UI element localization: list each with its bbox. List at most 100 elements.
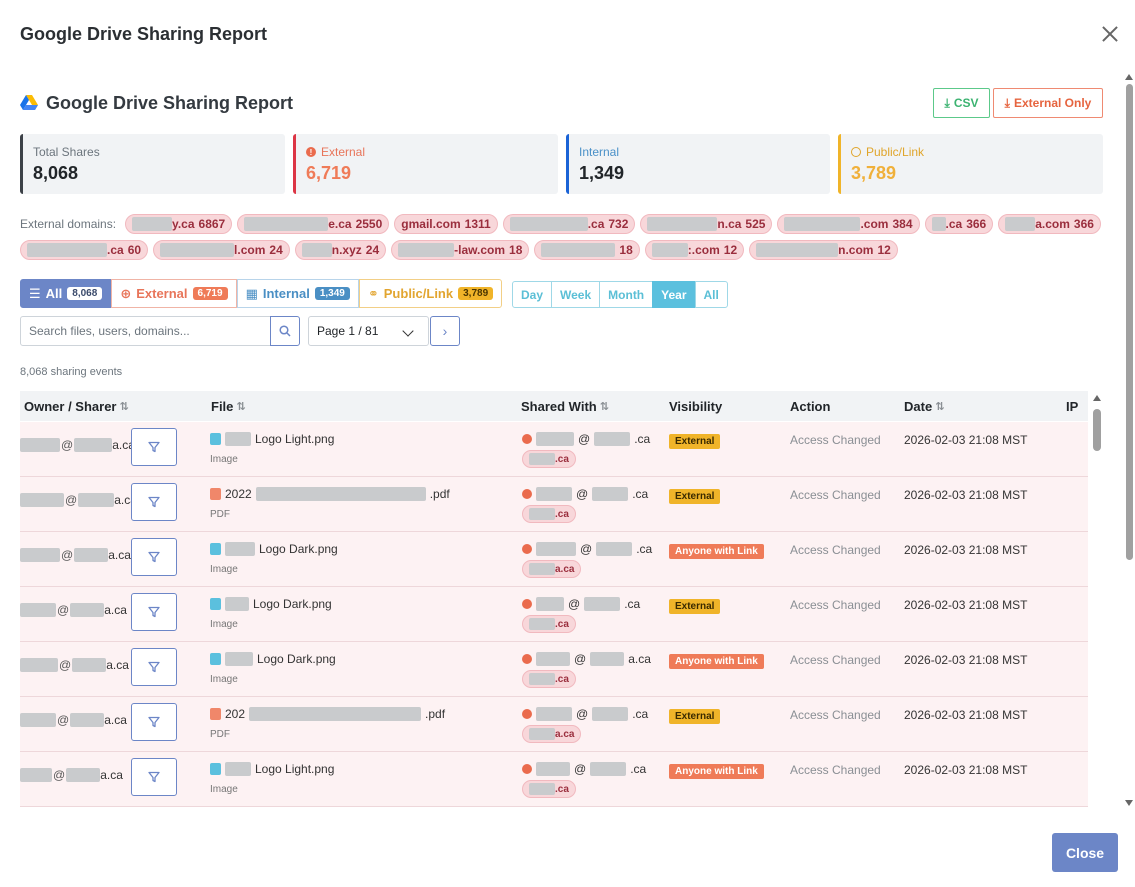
domain-chip[interactable]: gmail.com 1311 — [394, 214, 498, 234]
tab-external[interactable]: ⊕ External 6,719 — [111, 279, 237, 308]
count-badge: 3,789 — [458, 287, 494, 300]
domain-chip[interactable]: n.xyz 24 — [294, 240, 387, 260]
image-file-icon — [210, 543, 221, 555]
table-row[interactable]: @ a.ca Logo Dark.png Image @ .ca .ca External Ac… — [20, 587, 1088, 642]
domain-chip[interactable]: .ca — [522, 670, 576, 688]
filter-by-owner-button[interactable] — [131, 758, 177, 796]
domain-chip[interactable]: a.ca — [522, 560, 582, 578]
period-year[interactable]: Year — [652, 281, 696, 308]
search-input[interactable] — [20, 316, 271, 346]
shared-with-cell: @ .ca a.ca — [522, 542, 652, 578]
search-button[interactable] — [270, 316, 300, 346]
redacted — [255, 487, 426, 501]
tab-public-link[interactable]: ⚭ Public/Link 3,789 — [358, 279, 503, 308]
domain-suffix: e.ca — [328, 217, 352, 231]
action-cell: Access Changed — [790, 433, 881, 447]
domain-chip[interactable]: y.ca 6867 — [125, 214, 233, 234]
domain-count: 24 — [269, 243, 283, 257]
period-all[interactable]: All — [694, 281, 728, 308]
domain-chip[interactable]: a.ca — [522, 725, 582, 743]
domain-chip[interactable]: .ca — [522, 450, 576, 468]
table-scrollbar[interactable] — [1093, 391, 1103, 808]
table-row[interactable]: @ a.ca Logo Light.png Image @ .ca .ca External A… — [20, 422, 1088, 477]
filter-icon — [148, 716, 160, 728]
domain-chip[interactable]: .ca — [522, 780, 576, 798]
domain-chip[interactable]: n.com 12 — [749, 240, 898, 260]
tab-internal[interactable]: ▦ Internal 1,349 — [236, 279, 359, 308]
external-alert-icon — [522, 489, 532, 499]
domain-count: 60 — [127, 243, 142, 257]
domain-chip[interactable]: n.ca 525 — [640, 214, 773, 234]
count-badge: 8,068 — [67, 287, 103, 300]
col-owner[interactable]: Owner / Sharer ⇅ — [24, 399, 129, 414]
filter-by-owner-button[interactable] — [131, 538, 177, 576]
domain-chip[interactable]: a.com 366 — [998, 214, 1101, 234]
domain-chip[interactable]: :.com 12 — [644, 240, 745, 260]
redacted — [509, 217, 588, 231]
external-only-export-button[interactable]: ⤓ External Only — [993, 88, 1103, 118]
tab-all[interactable]: ☰ All 8,068 — [20, 279, 112, 308]
domain-chip[interactable]: .ca 732 — [502, 214, 636, 234]
redacted — [592, 707, 629, 721]
table-row[interactable]: @ a.ca 2022 .pdf PDF @ .ca .ca External Access Ch… — [20, 477, 1088, 532]
table-row[interactable]: @ a.ca Logo Light.png Image @ .ca .ca Anyone wi… — [20, 752, 1088, 807]
file-name: .pdf — [425, 707, 446, 721]
domain-chip[interactable]: -law.com 18 — [391, 240, 530, 260]
scroll-up-icon[interactable] — [1093, 395, 1101, 401]
visibility-cell: External — [669, 488, 721, 504]
domain-chip[interactable]: .com 384 — [777, 214, 920, 234]
external-alert-icon — [522, 434, 532, 444]
modal-title: Google Drive Sharing Report — [20, 24, 268, 44]
close-button[interactable]: Close — [1052, 833, 1118, 872]
owner-email: @ a.ca — [20, 493, 137, 507]
period-week[interactable]: Week — [551, 281, 601, 308]
search-icon — [279, 325, 291, 337]
redacted — [249, 707, 422, 721]
col-date[interactable]: Date ⇅ — [904, 399, 945, 414]
period-day[interactable]: Day — [512, 281, 553, 308]
page-select[interactable]: Page 1 / 81 — [308, 316, 429, 346]
owner-email: @ a.ca — [20, 713, 127, 727]
redacted — [20, 493, 64, 507]
action-cell: Access Changed — [790, 763, 881, 777]
col-shared-with[interactable]: Shared With ⇅ — [521, 399, 609, 414]
domain-chip[interactable]: .ca 60 — [20, 240, 149, 260]
redacted — [72, 658, 107, 672]
close-icon[interactable] — [1098, 22, 1122, 46]
redacted — [590, 762, 627, 776]
file-cell: 2022 .pdf PDF — [210, 487, 450, 520]
file-type: Image — [210, 619, 238, 630]
col-visibility: Visibility — [669, 399, 723, 414]
domain-chip[interactable]: .ca — [522, 505, 576, 523]
modal-scrollbar[interactable] — [1124, 70, 1135, 810]
redacted — [529, 563, 555, 575]
filter-by-owner-button[interactable] — [131, 593, 177, 631]
filter-by-owner-button[interactable] — [131, 703, 177, 741]
domain-chip[interactable]: l.com 24 — [153, 240, 290, 260]
domain-suffix: l.com — [234, 243, 266, 257]
period-month[interactable]: Month — [599, 281, 654, 308]
domain-chip[interactable]: .ca 366 — [924, 214, 994, 234]
filter-by-owner-button[interactable] — [131, 648, 177, 686]
domain-chip[interactable]: 18 — [534, 240, 640, 260]
col-file[interactable]: File ⇅ — [211, 399, 246, 414]
table-row[interactable]: @ a.ca Logo Dark.png Image @ .ca a.ca Anyone wi… — [20, 532, 1088, 587]
owner-email: @ a.ca — [20, 548, 131, 562]
scroll-thumb[interactable] — [1093, 409, 1101, 451]
domain-chip[interactable]: e.ca 2550 — [237, 214, 390, 234]
date-cell: 2026-02-03 21:08 MST — [904, 543, 1028, 557]
scroll-thumb[interactable] — [1126, 84, 1133, 560]
table-row[interactable]: @ a.ca 202 .pdf PDF @ .ca a.ca External Access Ch… — [20, 697, 1088, 752]
sort-icon: ⇅ — [599, 401, 609, 413]
filter-by-owner-button[interactable] — [131, 428, 177, 466]
scroll-up-icon[interactable] — [1125, 74, 1133, 80]
scroll-down-icon[interactable] — [1125, 800, 1133, 806]
redacted — [398, 243, 455, 257]
redacted — [784, 217, 861, 231]
csv-export-button[interactable]: ⤓ CSV — [933, 88, 990, 118]
domain-suffix: a.com — [1035, 217, 1070, 231]
domain-chip[interactable]: .ca — [522, 615, 576, 633]
table-row[interactable]: @ a.ca Logo Dark.png Image @ a.ca .ca Anyone wi… — [20, 642, 1088, 697]
filter-by-owner-button[interactable] — [131, 483, 177, 521]
next-page-button[interactable]: › — [430, 316, 460, 346]
